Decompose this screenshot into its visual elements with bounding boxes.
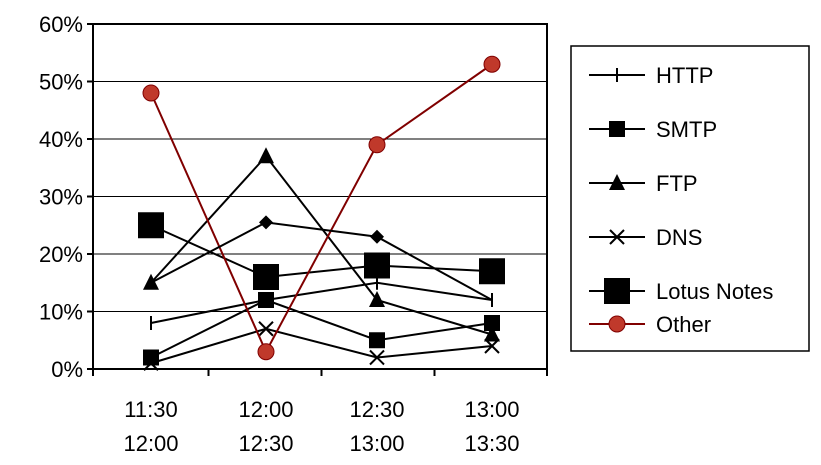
y-tick-label: 40%	[39, 127, 83, 152]
data-point-other	[142, 84, 160, 102]
x-tick-label: 12:30	[349, 397, 404, 422]
gridlines	[93, 23, 547, 312]
x-tick-label: 12:00	[238, 397, 293, 422]
data-point-other	[483, 55, 501, 73]
data-point-smtp	[484, 315, 500, 331]
legend-label: Other	[656, 312, 711, 337]
legend-item: SMTP	[589, 117, 717, 142]
y-tick-label: 30%	[39, 185, 83, 210]
legend-marker	[609, 229, 625, 245]
data-point-ftp	[484, 325, 500, 342]
legend-marker	[609, 174, 625, 190]
x-tick-label: 12:00	[123, 431, 178, 456]
legend-marker	[608, 315, 626, 333]
series-line-extra	[150, 221, 493, 301]
legend-label: HTTP	[656, 63, 713, 88]
series-line-lotus-notes	[150, 224, 493, 279]
data-point-lotus-notes	[253, 264, 279, 290]
legend-item: Other	[589, 312, 711, 337]
data-point-ftp	[258, 147, 274, 164]
x-tick-label: 13:00	[349, 431, 404, 456]
data-point-dns	[484, 338, 500, 354]
data-point-smtp	[258, 292, 274, 308]
series-line-http	[150, 281, 493, 324]
series-line-ftp	[150, 154, 493, 336]
legend-item: FTP	[589, 171, 698, 196]
y-tick-label: 60%	[39, 12, 83, 37]
data-point-other	[368, 136, 386, 154]
data-point-diamond	[370, 229, 384, 244]
legend-item: DNS	[589, 225, 702, 250]
data-point-ftp	[369, 291, 385, 307]
legend-marker	[604, 278, 630, 304]
legend-label: SMTP	[656, 117, 717, 142]
x-tick-label: 13:00	[464, 397, 519, 422]
data-point-lotus-notes	[138, 212, 164, 239]
data-point-dns	[369, 349, 385, 366]
legend-item: Lotus Notes	[589, 278, 773, 304]
y-tick-label: 20%	[39, 242, 83, 267]
data-point-lotus-notes	[364, 252, 390, 279]
series-line-dns	[150, 327, 493, 365]
series-line-smtp	[150, 298, 493, 359]
series-group	[138, 55, 505, 371]
y-tick-label: 50%	[39, 70, 83, 95]
data-point-dns	[143, 355, 159, 371]
x-tick-label: 13:30	[464, 431, 519, 456]
legend-item: HTTP	[589, 63, 713, 88]
legend-marker	[609, 121, 625, 137]
data-point-dns	[258, 321, 274, 337]
legend-box	[570, 45, 810, 352]
data-point-diamond	[259, 215, 273, 230]
legend: HTTP SMTP FTP DNS Lotus Notes Other	[570, 45, 810, 352]
series-line-other	[150, 63, 493, 355]
legend-label: Lotus Notes	[656, 279, 773, 304]
data-point-other	[257, 343, 275, 361]
y-tick-label: 10%	[39, 300, 83, 325]
legend-label: DNS	[656, 225, 702, 250]
x-tick-label: 12:30	[238, 431, 293, 456]
y-tick-label: 0%	[51, 357, 83, 382]
x-tick-label: 11:30	[124, 397, 177, 422]
legend-label: FTP	[656, 171, 698, 196]
axes: 0% 10% 20% 30% 40% 50% 60% 11:30 12:00 12:00 12:30…	[39, 12, 548, 456]
data-point-lotus-notes	[479, 258, 505, 285]
data-point-smtp	[369, 332, 385, 349]
